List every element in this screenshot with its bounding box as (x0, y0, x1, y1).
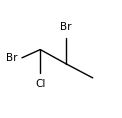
Text: Br: Br (60, 22, 72, 32)
Text: Br: Br (6, 53, 17, 63)
Text: Cl: Cl (35, 79, 46, 89)
